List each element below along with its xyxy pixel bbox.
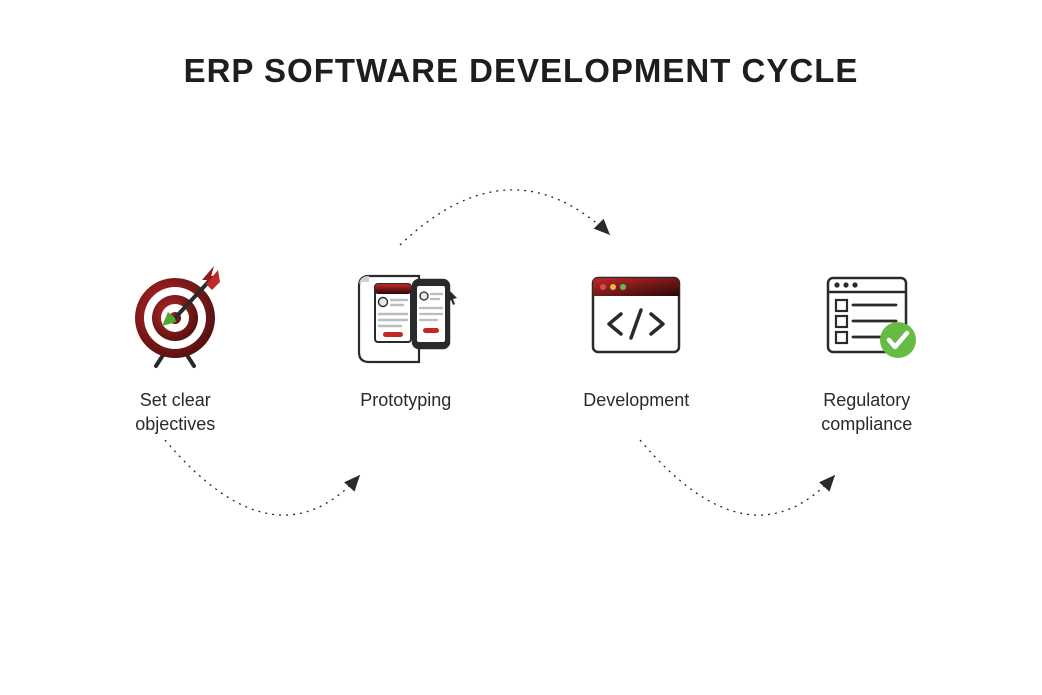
target-icon [120, 260, 230, 370]
arrow-1 [165, 440, 360, 515]
arrow-3 [640, 440, 835, 515]
step-compliance: Regulatorycompliance [777, 260, 957, 437]
code-window-icon [581, 260, 691, 370]
checklist-icon [812, 260, 922, 370]
step-label: Development [583, 388, 689, 412]
prototype-icon [351, 260, 461, 370]
steps-row: Set clearobjectives [0, 260, 1042, 437]
arrow-2 [400, 190, 610, 245]
step-label: Prototyping [360, 388, 451, 412]
step-objectives: Set clearobjectives [85, 260, 265, 437]
step-development: Development [546, 260, 726, 437]
step-label: Regulatorycompliance [821, 388, 912, 437]
page-title: ERP SOFTWARE DEVELOPMENT CYCLE [0, 52, 1042, 90]
step-label: Set clearobjectives [135, 388, 215, 437]
step-prototyping: Prototyping [316, 260, 496, 437]
